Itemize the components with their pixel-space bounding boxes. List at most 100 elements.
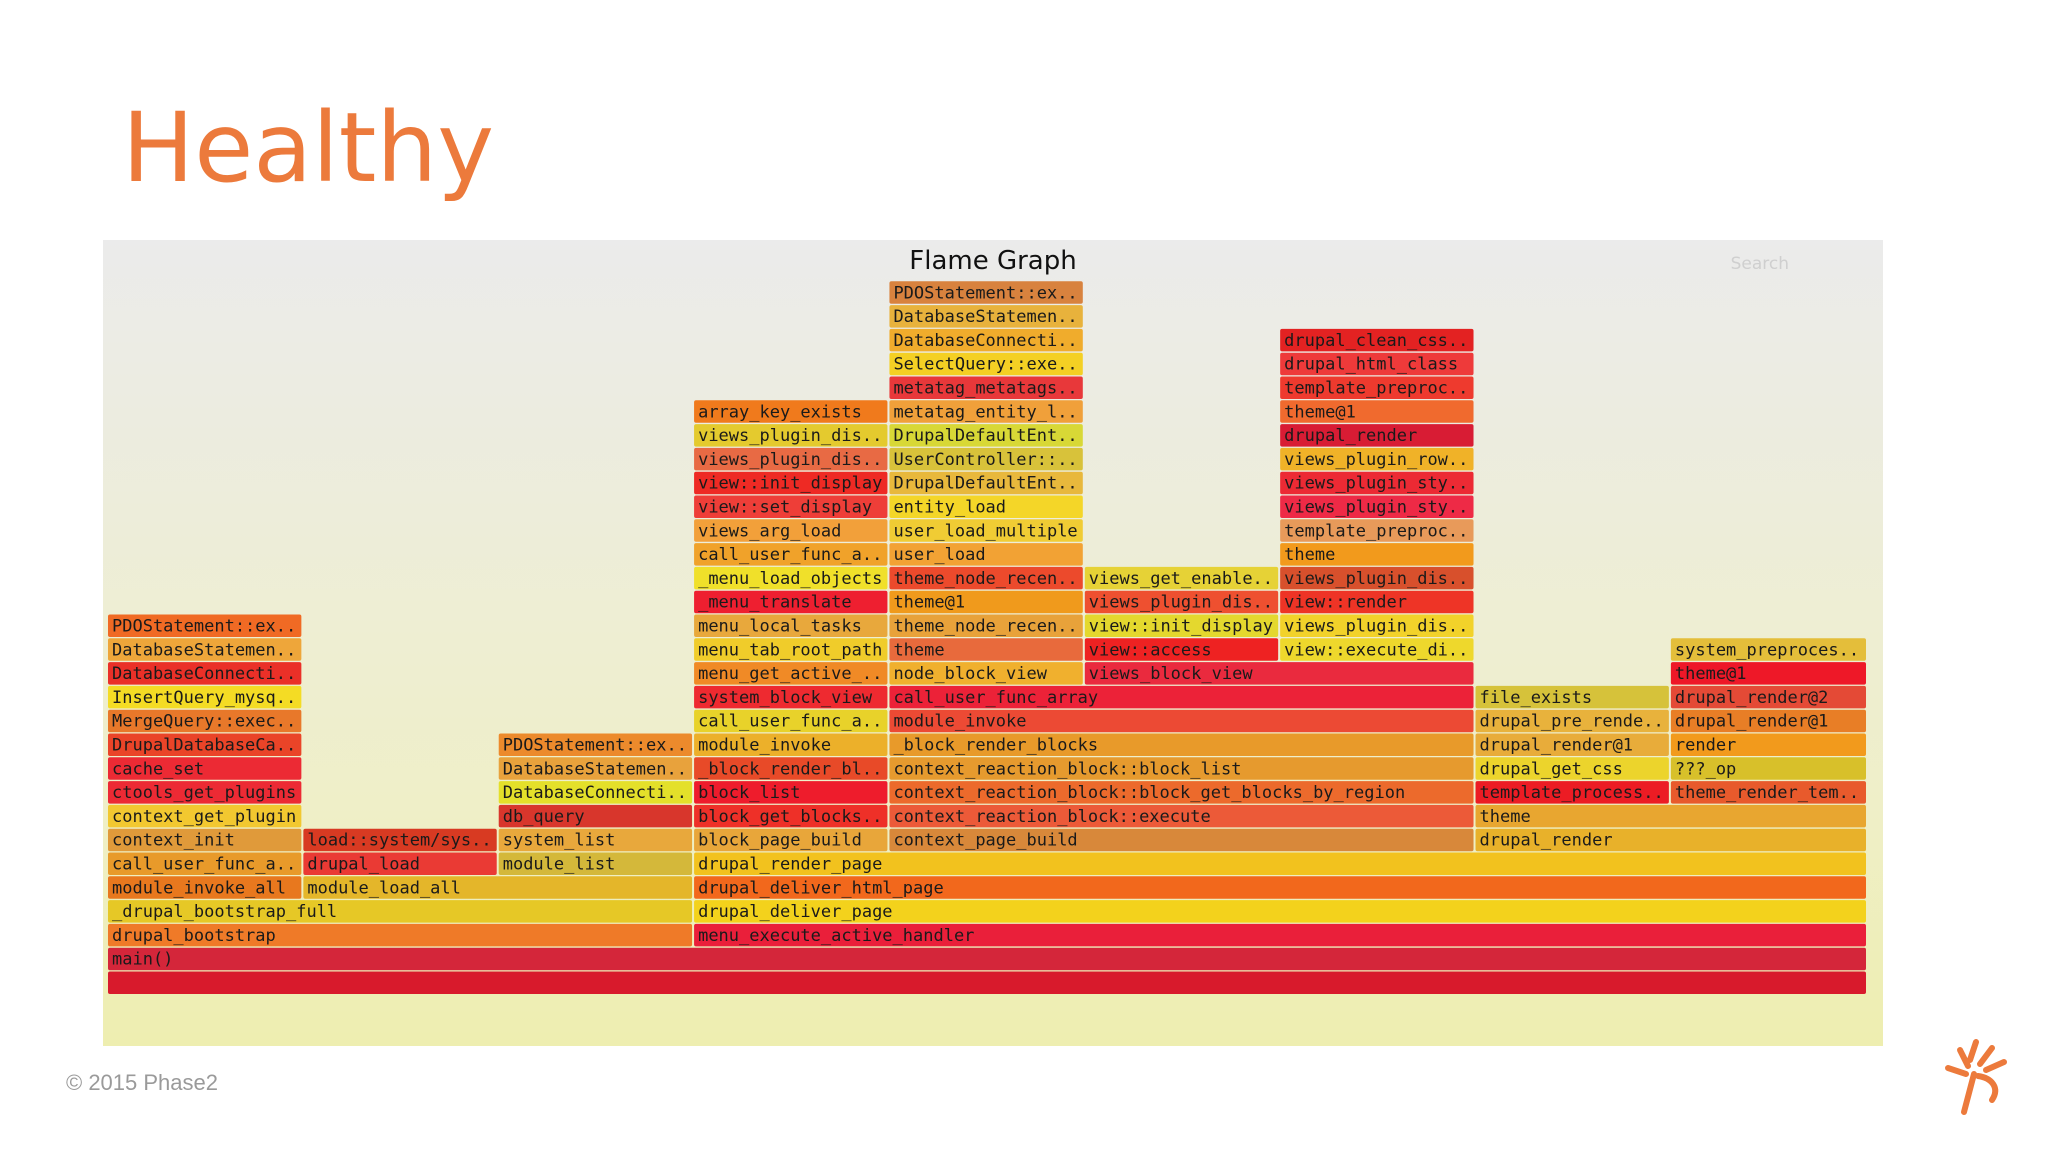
flame-frame[interactable]: render — [1670, 733, 1866, 757]
flame-frame[interactable]: DatabaseStatemen.. — [889, 305, 1083, 328]
flame-frame-bar[interactable] — [694, 566, 888, 590]
flame-frame[interactable]: drupal_render_page — [694, 852, 1866, 876]
flame-frame-bar[interactable] — [694, 662, 888, 685]
flame-frame[interactable]: drupal_deliver_html_page — [694, 876, 1866, 899]
flame-frame-bar[interactable] — [889, 638, 1083, 661]
flame-frame[interactable]: DatabaseConnecti.. — [889, 328, 1083, 352]
flame-frame[interactable]: drupal_render — [1475, 828, 1866, 852]
flame-frame[interactable]: theme@1 — [1280, 400, 1474, 423]
flame-frame[interactable]: template_process.. — [1475, 781, 1669, 804]
flame-frame-bar[interactable] — [108, 638, 302, 661]
flame-frame-bar[interactable] — [1280, 566, 1474, 590]
flame-frame[interactable]: drupal_deliver_page — [694, 900, 1866, 923]
flame-frame-bar[interactable] — [1280, 328, 1474, 352]
flame-frame-bar[interactable] — [1280, 519, 1474, 542]
flame-frame-bar[interactable] — [889, 543, 1083, 566]
flame-frame-bar[interactable] — [694, 923, 1866, 947]
flame-frame[interactable]: DatabaseStatemen.. — [498, 757, 693, 780]
flame-frame-bar[interactable] — [889, 447, 1083, 471]
flame-frame[interactable]: InsertQuery_mysq.. — [108, 685, 302, 709]
flame-frame[interactable]: call_user_func_array — [889, 685, 1474, 709]
flame-frame[interactable]: array_key_exists — [694, 400, 888, 423]
flame-frame[interactable]: system_list — [498, 828, 693, 852]
flame-frame[interactable]: drupal_pre_rende.. — [1475, 709, 1669, 733]
flame-frame-bar[interactable] — [694, 614, 888, 638]
flame-frame-bar[interactable] — [1084, 614, 1279, 638]
flame-frame-bar[interactable] — [1670, 757, 1866, 780]
flame-frame-bar[interactable] — [889, 590, 1083, 614]
flame-frame-bar[interactable] — [1670, 685, 1866, 709]
flame-frame-bar[interactable] — [889, 804, 1474, 828]
flame-frame-bar[interactable] — [694, 900, 1866, 923]
flame-frame-bar[interactable] — [694, 400, 888, 423]
flame-frame[interactable]: views_plugin_row.. — [1280, 447, 1474, 471]
flame-frame-bar[interactable] — [108, 852, 302, 876]
flame-frame-bar[interactable] — [1084, 662, 1474, 685]
flame-frame-bar[interactable] — [889, 566, 1083, 590]
flame-frame[interactable]: entity_load — [889, 495, 1083, 519]
flame-frame-bar[interactable] — [1280, 400, 1474, 423]
flame-frame-bar[interactable] — [1280, 352, 1474, 376]
flame-frame[interactable]: views_block_view — [1084, 662, 1474, 685]
flame-frame[interactable]: theme@1 — [1670, 662, 1866, 685]
flame-frame[interactable]: block_get_blocks.. — [694, 804, 888, 828]
flame-frame-bar[interactable] — [1670, 662, 1866, 685]
flame-frame[interactable]: main() — [108, 947, 1866, 971]
flame-frame-bar[interactable] — [1280, 543, 1474, 566]
flame-frame[interactable]: views_plugin_dis.. — [1084, 590, 1279, 614]
flame-frame[interactable]: metatag_entity_l.. — [889, 400, 1083, 423]
flame-frame-bar[interactable] — [694, 590, 888, 614]
flame-frame-bar[interactable] — [889, 709, 1474, 733]
flame-frame[interactable]: DatabaseStatemen.. — [108, 638, 302, 661]
flame-frame[interactable]: PDOStatement::ex.. — [108, 614, 302, 638]
flame-frame[interactable]: user_load — [889, 543, 1083, 566]
flame-frame-bar[interactable] — [1670, 781, 1866, 804]
flame-frame-bar[interactable] — [108, 685, 302, 709]
flame-frame[interactable]: view::init_display — [1084, 614, 1279, 638]
flame-frame-bar[interactable] — [108, 828, 302, 852]
flame-frame-bar[interactable] — [108, 923, 693, 947]
flame-frame[interactable]: drupal_render@2 — [1670, 685, 1866, 709]
flame-frame[interactable]: drupal_html_class — [1280, 352, 1474, 376]
flame-frame-bar[interactable] — [1280, 471, 1474, 495]
flame-frame-bar[interactable] — [694, 709, 888, 733]
flame-frame[interactable]: module_invoke — [694, 733, 888, 757]
flame-frame[interactable]: block_page_build — [694, 828, 888, 852]
flame-frame[interactable]: cache_set — [108, 757, 302, 780]
flame-frame-bar[interactable] — [694, 781, 888, 804]
flame-frame-bar[interactable] — [108, 757, 302, 780]
flame-frame-bar[interactable] — [694, 471, 888, 495]
flame-frame[interactable]: context_reaction_block::execute — [889, 804, 1474, 828]
flame-frame-bar[interactable] — [108, 804, 302, 828]
flame-frame[interactable]: views_plugin_sty.. — [1280, 471, 1474, 495]
flame-frame[interactable]: theme_node_recen.. — [889, 614, 1083, 638]
flame-frame-bar[interactable] — [694, 804, 888, 828]
flame-frame[interactable]: menu_tab_root_path — [694, 638, 888, 661]
flame-frame[interactable]: node_block_view — [889, 662, 1083, 685]
flame-frame-bar[interactable] — [108, 900, 693, 923]
flame-frame-bar[interactable] — [889, 305, 1083, 328]
flame-frame-bar[interactable] — [889, 828, 1474, 852]
flame-frame[interactable]: system_preproces.. — [1670, 638, 1866, 661]
flame-frame[interactable]: drupal_clean_css.. — [1280, 328, 1474, 352]
flame-frame-bar[interactable] — [1280, 638, 1474, 661]
flame-frame[interactable]: menu_execute_active_handler — [694, 923, 1866, 947]
flame-frame-bar[interactable] — [498, 804, 693, 828]
flame-frame[interactable]: UserController::.. — [889, 447, 1083, 471]
flame-frame[interactable]: _drupal_bootstrap_full — [108, 900, 693, 923]
flame-frame-bar[interactable] — [1670, 709, 1866, 733]
flame-frame-bar[interactable] — [108, 733, 302, 757]
flame-frame-bar[interactable] — [889, 328, 1083, 352]
flame-frame-bar[interactable] — [1280, 447, 1474, 471]
flame-frame-bar[interactable] — [889, 685, 1474, 709]
flame-frame[interactable]: drupal_bootstrap — [108, 923, 693, 947]
flame-frame-bar[interactable] — [694, 447, 888, 471]
flame-frame-bar[interactable] — [1475, 685, 1669, 709]
flame-frame[interactable]: view::render — [1280, 590, 1474, 614]
flame-frame[interactable]: views_plugin_dis.. — [694, 447, 888, 471]
flame-frame-bar[interactable] — [303, 876, 693, 899]
flame-frame-bar[interactable] — [108, 781, 302, 804]
flame-frame[interactable]: menu_local_tasks — [694, 614, 888, 638]
flame-frame-bar[interactable] — [694, 828, 888, 852]
flame-frame-bar[interactable] — [1475, 781, 1669, 804]
